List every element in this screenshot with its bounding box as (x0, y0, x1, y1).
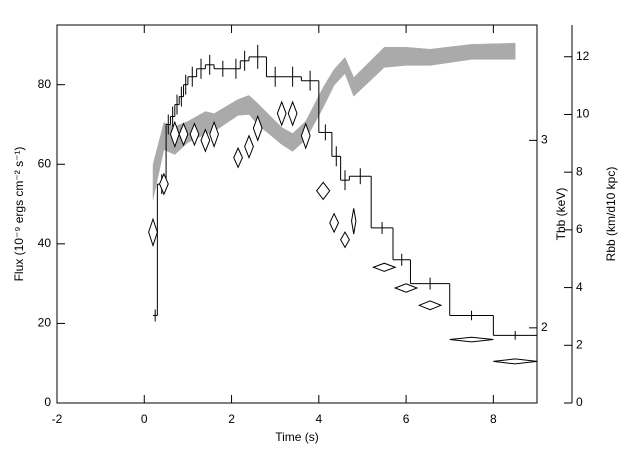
y-tick-label: 80 (38, 77, 52, 91)
diamond (329, 212, 340, 234)
step-connector (156, 56, 494, 336)
x-tick-label: -2 (52, 412, 63, 426)
y2-tick-label: 2 (541, 320, 548, 334)
y-tick-label: 20 (38, 316, 52, 330)
y2-axis-label: Tbb (keV) (554, 188, 568, 241)
diamond (417, 300, 443, 311)
x-tick-label: 4 (315, 412, 322, 426)
diamond (300, 122, 311, 150)
diamond (148, 217, 158, 248)
y2-tick-label: 3 (541, 133, 548, 147)
x-tick-label: 6 (403, 412, 410, 426)
diamond (316, 181, 331, 201)
diamond (371, 262, 397, 272)
y3-tick-label: 12 (576, 49, 590, 63)
y-tick-label: 40 (38, 236, 52, 250)
y3-axis-label: Rbb (km/d10 kpc) (604, 167, 618, 262)
diamond (200, 128, 211, 153)
y-axis-label: Flux (10⁻⁹ ergs cm⁻² s⁻¹) (12, 147, 26, 282)
x-tick-label: 8 (490, 412, 497, 426)
y3-tick-label: 10 (576, 107, 590, 121)
y3-tick-label: 0 (576, 395, 583, 409)
diamond (252, 114, 263, 142)
x-tick-label: 0 (141, 412, 148, 426)
y-tick-label: 0 (44, 395, 51, 409)
diamond (233, 146, 244, 169)
plot-frame (56, 24, 538, 404)
band (152, 42, 516, 200)
y3-tick-label: 4 (576, 280, 583, 294)
y3-tick-label: 2 (576, 337, 583, 351)
diamond (159, 172, 169, 196)
diamond (493, 358, 538, 365)
x-tick-label: 2 (228, 412, 235, 426)
diamond (393, 283, 419, 293)
diamond (244, 134, 254, 159)
diamond (276, 100, 287, 127)
y-tick-label: 60 (38, 156, 52, 170)
diamond (449, 336, 494, 343)
diamond (178, 122, 189, 147)
diamond (189, 122, 200, 147)
diamond (351, 208, 357, 235)
diamond (340, 231, 350, 249)
y3-tick-label: 8 (576, 164, 583, 178)
diamond (287, 100, 298, 127)
diamond (209, 120, 219, 149)
y3-tick-label: 6 (576, 222, 583, 236)
x-axis-label: Time (s) (275, 430, 319, 444)
